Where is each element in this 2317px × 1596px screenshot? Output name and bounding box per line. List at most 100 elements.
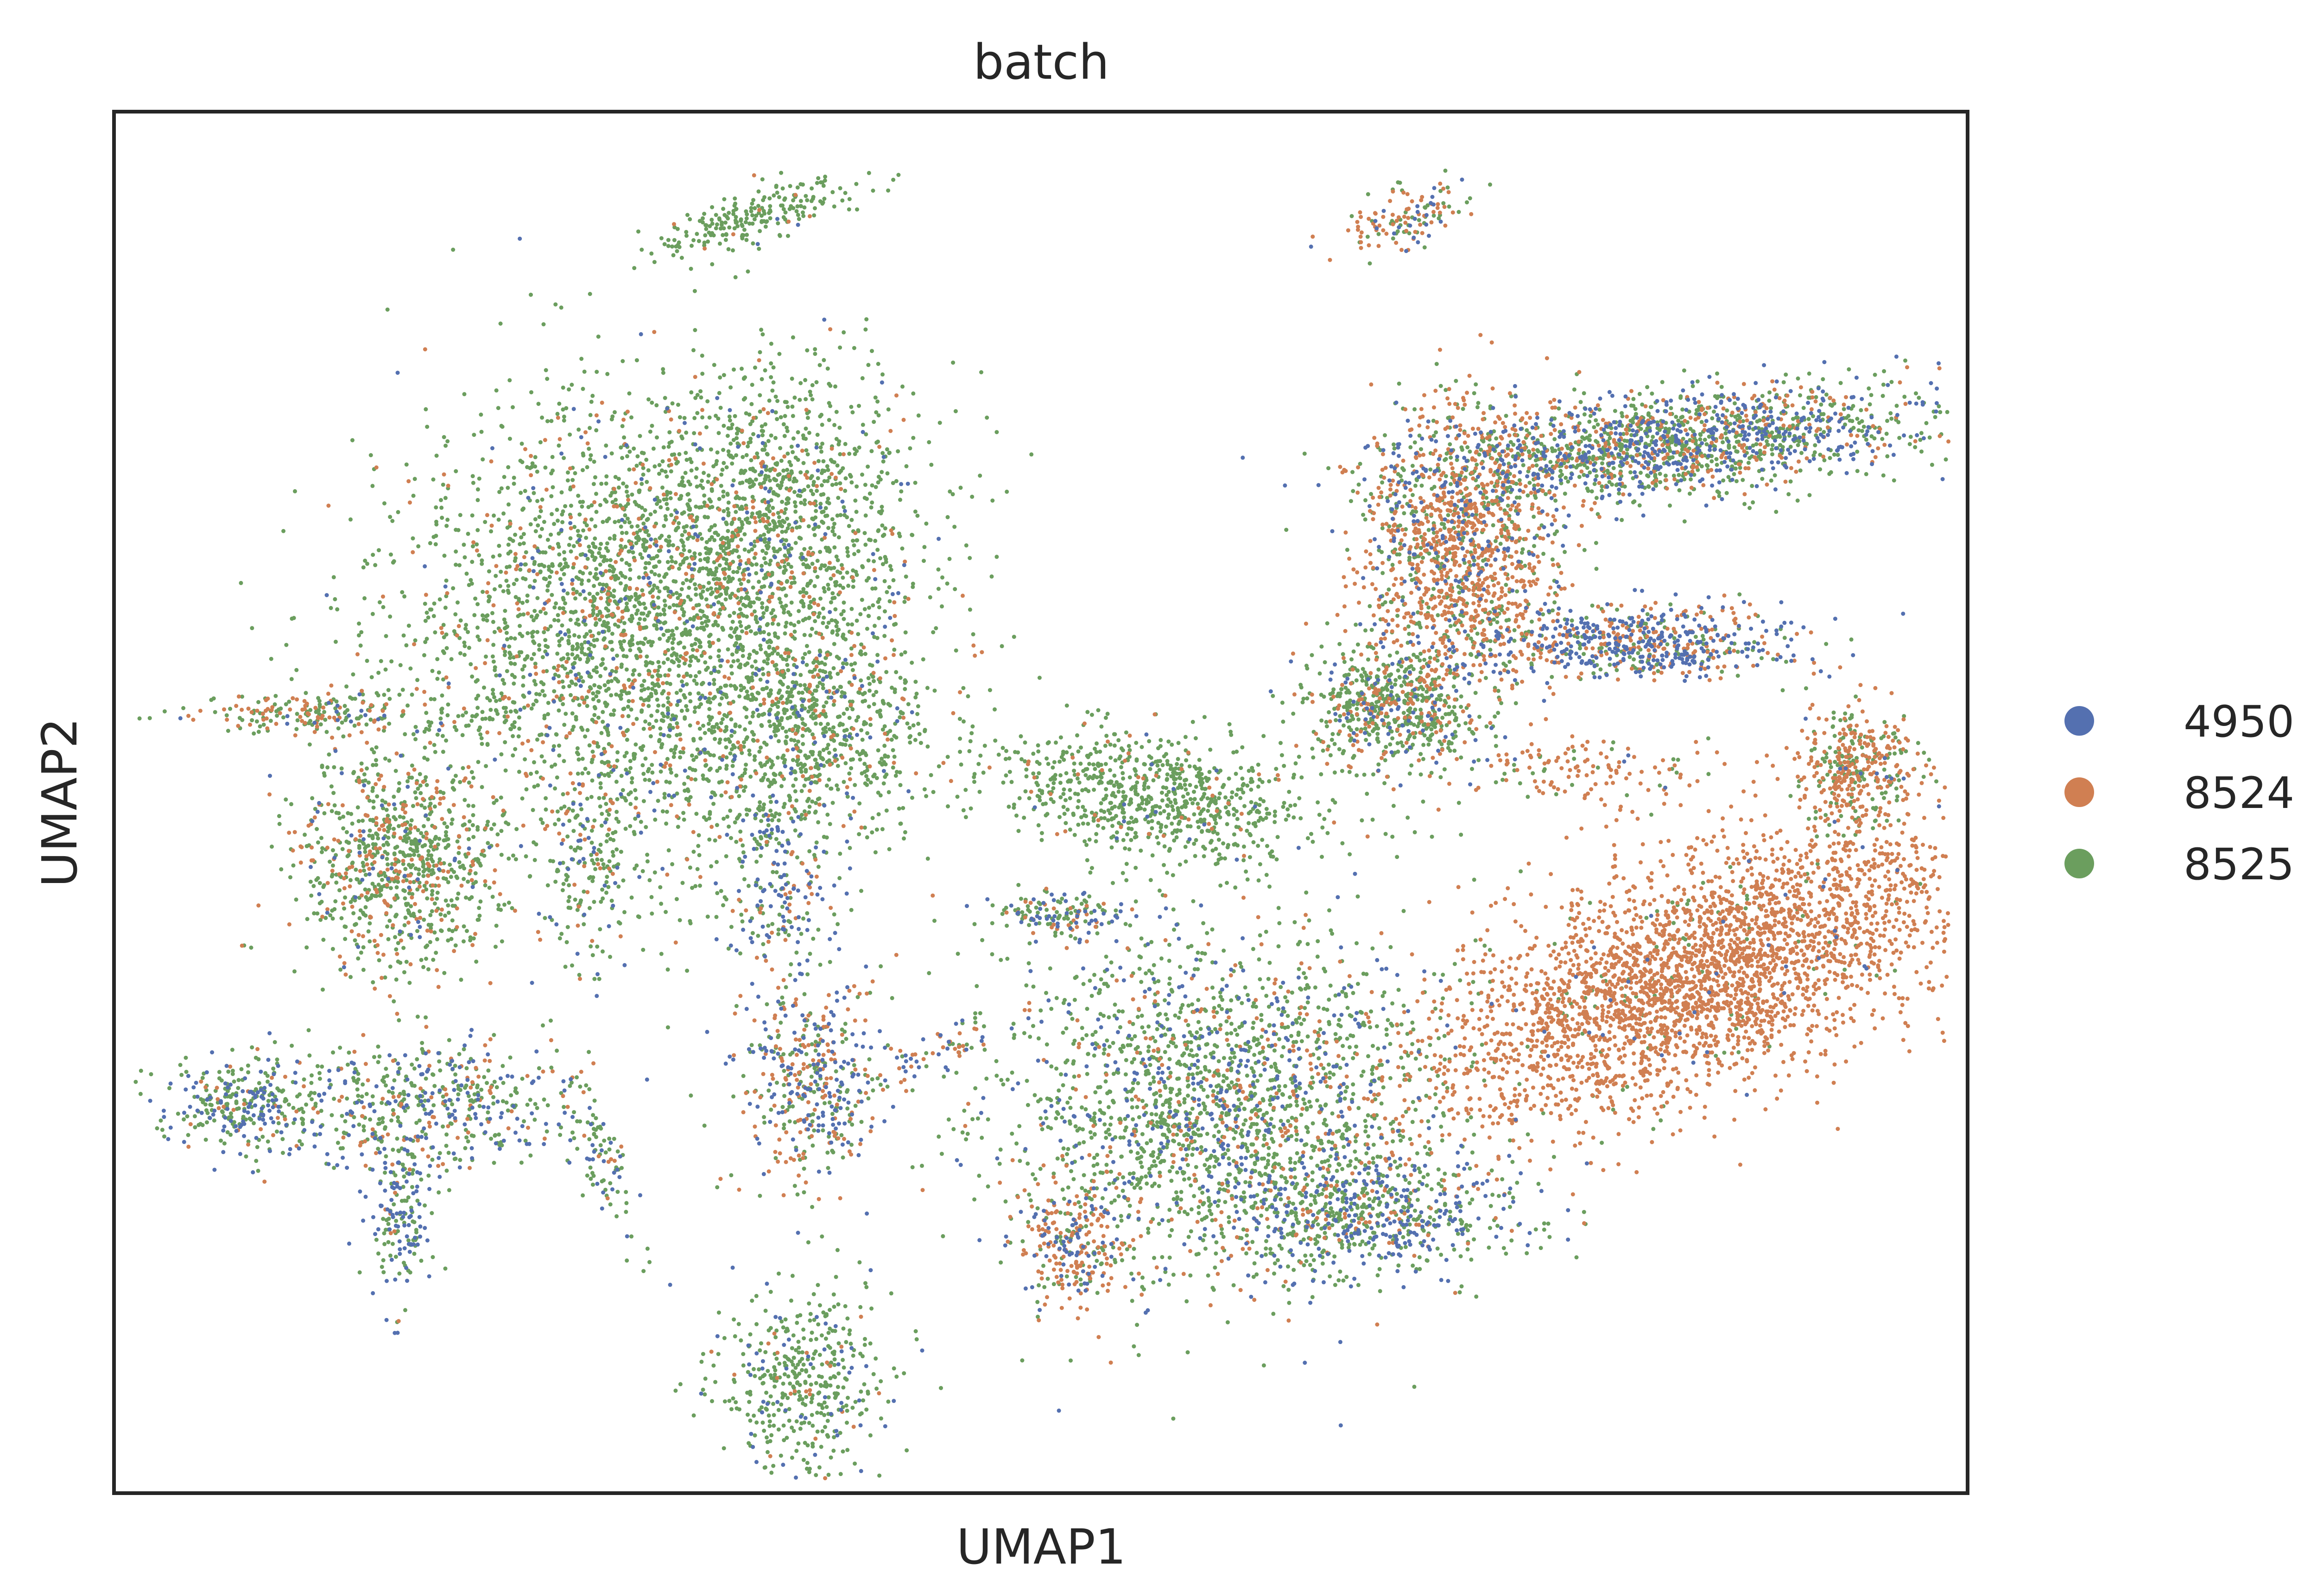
data-point [601,710,605,714]
data-point [636,534,640,539]
data-point [432,901,437,906]
data-point [735,426,740,431]
data-point [786,610,791,615]
data-point [431,614,436,618]
data-point [433,630,437,635]
data-point [711,753,716,758]
data-point [889,738,894,742]
data-point [581,528,586,533]
data-point [565,591,570,596]
data-point [717,593,722,598]
data-point [379,659,383,663]
data-point [722,509,726,513]
data-point [763,772,767,776]
data-point [505,637,509,642]
data-point [371,805,376,810]
data-point [805,416,810,420]
data-point [917,732,922,736]
data-point [656,605,661,610]
data-point [508,652,513,657]
data-point [462,392,467,397]
data-point [788,795,792,800]
data-point [810,186,814,191]
data-point [837,439,842,444]
data-point [780,186,785,191]
data-point [536,402,541,406]
data-point [823,506,828,511]
data-point [576,576,581,581]
data-point [744,479,749,483]
data-point [750,931,755,935]
data-point [836,787,840,792]
data-point [816,797,820,801]
data-point [794,950,799,955]
data-point [566,638,571,643]
data-point [162,709,167,713]
data-point [776,473,780,477]
data-point [817,459,821,463]
data-point [354,922,358,927]
data-point [800,733,805,738]
data-point [867,491,872,496]
data-point [430,892,434,897]
data-point [532,784,537,789]
data-point [803,378,808,382]
data-point [779,415,783,420]
data-point [565,478,570,483]
data-point [377,958,381,963]
data-point [797,690,801,695]
data-point [401,815,406,820]
data-point [534,770,539,775]
data-point [734,453,739,458]
data-point [492,695,496,700]
data-point [781,215,786,220]
data-point [753,757,757,762]
data-point [857,832,861,837]
data-point [646,704,651,708]
data-point [688,766,692,770]
data-point [720,625,725,630]
data-point [788,920,792,924]
data-point [813,515,818,520]
data-point [751,585,755,590]
data-point [421,869,426,874]
data-point [424,957,428,961]
data-point [570,478,575,482]
data-point [757,804,762,809]
data-point [568,906,573,910]
data-point [688,617,693,621]
data-point [484,764,488,769]
data-point [489,529,494,534]
data-point [435,732,440,737]
data-point [414,844,419,849]
data-point [814,509,818,513]
data-point [431,958,436,962]
data-point [832,423,837,427]
data-point [693,768,697,772]
data-point [640,588,645,593]
data-point [439,929,444,933]
data-point [605,833,610,838]
data-point [611,853,615,858]
data-point [730,520,734,525]
data-point [473,871,478,876]
data-point [803,498,807,503]
data-point [599,481,604,486]
data-point [605,372,610,376]
data-point [770,922,775,926]
data-point [513,857,518,862]
data-point [624,484,629,489]
data-point [499,829,504,833]
data-point [528,874,532,878]
data-point [825,746,829,751]
data-point [490,654,495,659]
data-point [503,620,507,625]
data-point [664,517,668,522]
data-point [742,877,747,882]
data-point [517,597,521,601]
data-point [765,526,769,530]
data-point [757,749,762,754]
data-point [638,617,642,621]
data-point [614,692,619,697]
data-point [765,452,769,456]
